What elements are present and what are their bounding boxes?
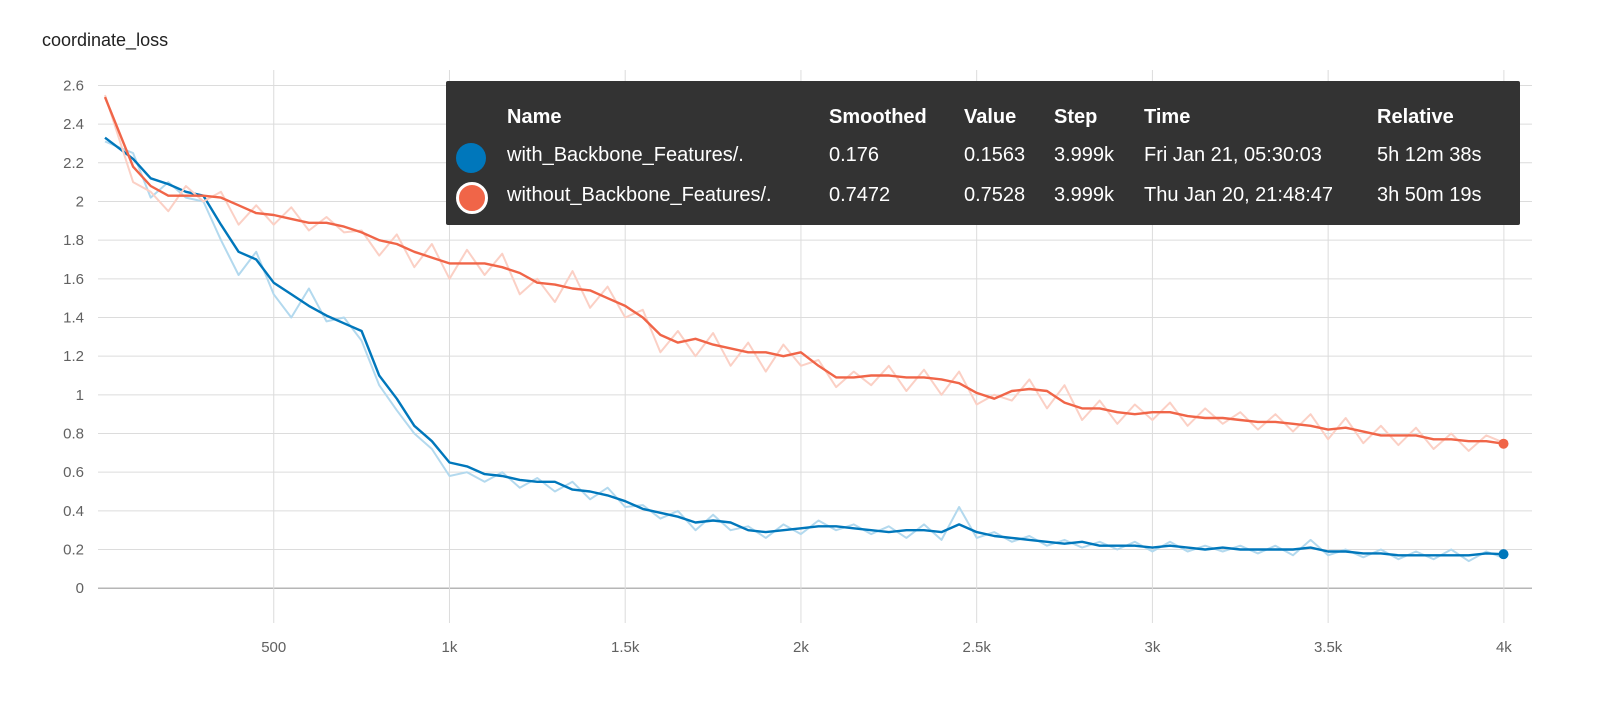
tooltip-header-step: Step xyxy=(1054,106,1098,128)
tooltip-header-time: Time xyxy=(1144,106,1191,128)
tooltip-row-smoothed: 0.176 xyxy=(829,144,880,166)
tooltip-header-value: Value xyxy=(964,106,1017,128)
tooltip-header-name: Name xyxy=(507,106,562,128)
series-endpoint-with-backbone-features[interactable] xyxy=(1498,549,1509,560)
tooltip-header-smoothed: Smoothed xyxy=(829,106,927,128)
tooltip-row-value: 0.1563 xyxy=(964,144,1026,166)
x-tick-label: 1k xyxy=(442,639,458,656)
tooltip-row-name: without_Backbone_Features/. xyxy=(507,184,772,206)
y-tick-label: 1 xyxy=(76,387,84,404)
y-tick-label: 1.8 xyxy=(63,232,84,249)
y-tick-label: 2.6 xyxy=(63,77,84,94)
series-color-swatch-without xyxy=(456,182,488,214)
tooltip-row-time: Fri Jan 21, 05:30:03 xyxy=(1144,144,1322,166)
y-tick-label: 0.2 xyxy=(63,542,84,559)
series-smoothed-line-without-backbone-features[interactable] xyxy=(103,96,1504,445)
y-tick-label: 0.8 xyxy=(63,426,84,443)
series-color-swatch-with xyxy=(456,143,486,173)
y-tick-label: 2.4 xyxy=(63,116,84,133)
tooltip-row-step: 3.999k xyxy=(1054,184,1115,206)
series-endpoint-without-backbone-features[interactable] xyxy=(1498,438,1509,449)
y-tick-label: 0.6 xyxy=(63,464,84,481)
tooltip-row-relative: 3h 50m 19s xyxy=(1377,184,1482,206)
chart-title: coordinate_loss xyxy=(42,30,169,50)
tooltip-panel: Name Smoothed Value Step Time Relative w… xyxy=(446,81,1520,225)
y-tick-label: 0.4 xyxy=(63,503,84,520)
y-tick-label: 1.6 xyxy=(63,271,84,288)
y-tick-label: 2.2 xyxy=(63,155,84,172)
x-tick-label: 1.5k xyxy=(611,639,640,656)
x-tick-label: 2k xyxy=(793,639,809,656)
tooltip-row-step: 3.999k xyxy=(1054,144,1115,166)
series-lines xyxy=(103,94,1509,563)
x-tick-label: 3k xyxy=(1144,639,1160,656)
tooltip-row-relative: 5h 12m 38s xyxy=(1377,144,1482,166)
x-tick-label: 4k xyxy=(1496,639,1512,656)
x-tick-label: 2.5k xyxy=(962,639,991,656)
y-tick-label: 2 xyxy=(76,193,84,210)
tooltip-row-name: with_Backbone_Features/. xyxy=(507,144,744,166)
tooltip-row-value: 0.7528 xyxy=(964,184,1026,206)
tooltip-header-relative: Relative xyxy=(1377,106,1454,128)
axis-tick-labels: 0 0.2 0.4 0.6 0.8 1 1.2 1.4 1.6 1.8 2 2.2 2.4 2.6 500 1… xyxy=(63,77,1512,656)
y-tick-label: 1.4 xyxy=(63,309,84,326)
tooltip-row-smoothed: 0.7472 xyxy=(829,184,891,206)
tooltip-row-time: Thu Jan 20, 21:48:47 xyxy=(1144,184,1334,206)
x-tick-label: 500 xyxy=(261,639,286,656)
y-tick-label: 1.2 xyxy=(63,348,84,365)
series-raw-line-without-backbone-features xyxy=(104,94,1504,452)
x-tick-label: 3.5k xyxy=(1314,639,1343,656)
series-smoothed-line-with-backbone-features[interactable] xyxy=(104,136,1504,557)
y-tick-label: 0 xyxy=(76,580,84,597)
